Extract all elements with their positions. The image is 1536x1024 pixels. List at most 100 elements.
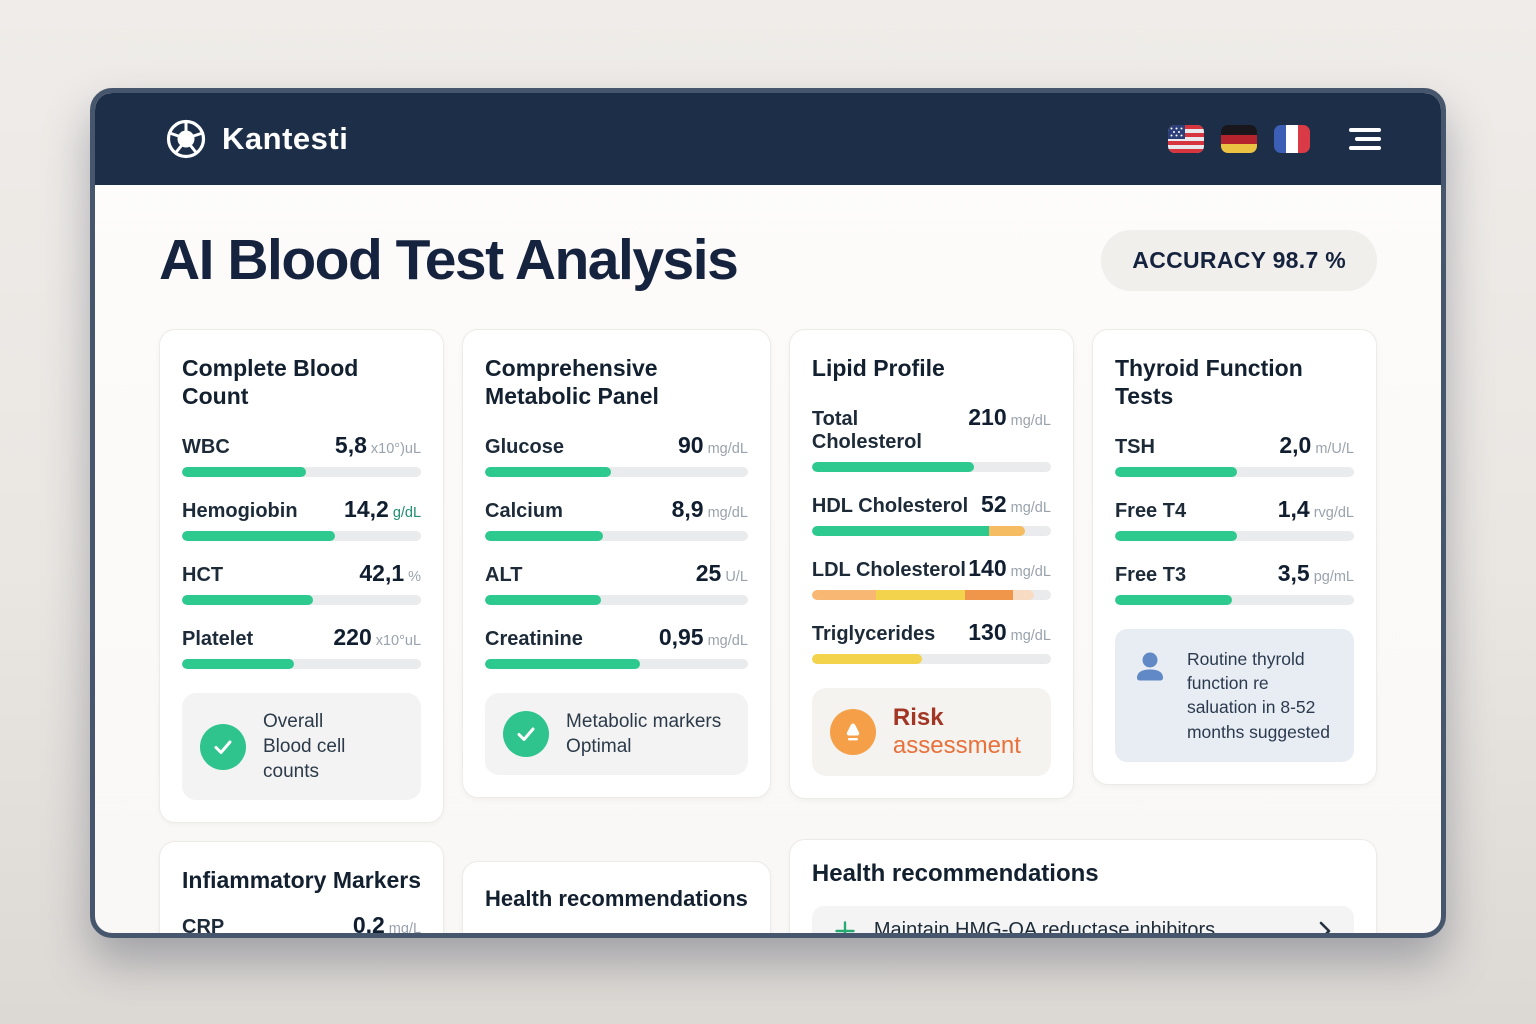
card-title: Health recommendations: [811, 860, 1099, 888]
progress-bar: [485, 467, 748, 478]
metric-unit: mg/dL: [707, 633, 748, 650]
progress-bar: [1114, 595, 1354, 606]
card-title: Complete Blood Count: [182, 355, 359, 410]
metric-label: Hemogiobin: [182, 500, 298, 523]
metric-value: 5,8 x10°)uL: [334, 432, 422, 459]
metric-label: Glucose: [485, 436, 564, 459]
metric-unit: x10°)uL: [370, 441, 422, 458]
metric-ldl-cholesterol: LDL Cholesterol 140 mg/dL: [811, 555, 1051, 601]
progress-bar: [182, 531, 422, 542]
metric-unit: g/dL: [392, 505, 422, 522]
metric-value: 25 U/L: [695, 560, 748, 587]
risk-assessment-label: Risk assessment: [892, 704, 1021, 760]
content-area: AI Blood Test Analysis ACCURACY 98.7 % C…: [95, 227, 1441, 938]
page-title: AI Blood Test Analysis: [159, 228, 739, 292]
alert-icon: [829, 709, 876, 756]
card-title: Lipid Profile: [811, 355, 945, 381]
progress-bar: [182, 659, 422, 670]
metric-value: 130 mg/dL: [968, 619, 1051, 646]
metric-label: CRP: [182, 916, 225, 938]
status-text: Overall Blood cell counts: [263, 711, 346, 783]
person-icon: [1131, 647, 1173, 689]
metric-value: 140 mg/dL: [968, 555, 1051, 582]
progress-bar: [485, 531, 748, 542]
metric-alt: ALT 25 U/L: [485, 560, 748, 606]
check-icon: [503, 711, 550, 758]
titlebar-actions: [1168, 125, 1381, 153]
card-health-recommendations-small: Health recommendations 0 1 2: [462, 861, 771, 933]
metric-free-t4: Free T4 1,4 rvg/dL: [1114, 496, 1354, 542]
metric-label: Free T4: [1114, 500, 1187, 523]
us-flag-icon[interactable]: [1168, 125, 1204, 153]
metric-label: WBC: [182, 436, 230, 459]
recommendation-label: Maintain HMG-OA reductase inhibitors: [873, 919, 1216, 938]
card-inflammatory-markers: Infiammatory Markers CRP 0,2 mg/L: [159, 841, 445, 938]
metric-value: 3,5 pg/mL: [1277, 560, 1354, 587]
brand: Kantesti: [165, 118, 348, 160]
progress-bar: [182, 595, 422, 606]
metric-free-t3: Free T3 3,5 pg/mL: [1114, 560, 1354, 606]
card-metabolic-panel: Comprehensive Metabolic Panel Glucose 90…: [462, 329, 771, 799]
metric-value: 42,1%: [359, 560, 422, 587]
progress-bar: [1114, 467, 1354, 478]
metric-label: TSH: [1114, 436, 1155, 459]
metric-value: 0,95 mg/dL: [658, 624, 748, 651]
metric-label: Triglycerides: [811, 623, 936, 646]
progress-bar: [811, 590, 1051, 601]
metric-platelet: Platelet 220 x10°uL: [182, 624, 422, 670]
metric-label: Total Cholesterol: [811, 408, 922, 454]
check-icon: [200, 723, 246, 770]
metric-value: 220 x10°uL: [333, 624, 422, 651]
metric-unit: mg/dL: [707, 505, 748, 522]
metric-unit: mg/dL: [1010, 628, 1051, 645]
metric-label: ALT: [485, 564, 523, 587]
card-title: Infiammatory Markers: [182, 867, 422, 894]
metric-wbc: WBC 5,8 x10°)uL: [182, 432, 422, 478]
accuracy-badge: ACCURACY 98.7 %: [1101, 229, 1377, 291]
card-title: Comprehensive Metabolic Panel: [485, 355, 659, 410]
metric-unit: mg/L: [388, 921, 422, 938]
brand-logo-icon: [165, 118, 207, 160]
metric-hdl-cholesterol: HDL Cholesterol 52 mg/dL: [811, 491, 1051, 537]
metric-unit: m/U/L: [1315, 441, 1354, 458]
metric-value: 210 mg/dL: [968, 404, 1051, 431]
metric-total-cholesterol: Total Cholesterol 210 mg/dL: [811, 404, 1051, 473]
metric-unit: U/L: [725, 569, 748, 586]
metric-unit: mg/dL: [1010, 500, 1051, 517]
metric-hct: HCT 42,1%: [182, 560, 422, 606]
metric-label: HCT: [182, 564, 224, 587]
progress-bar: [1114, 531, 1354, 542]
thyroid-note: Routine thyrold function re saluation in…: [1114, 629, 1354, 762]
thyroid-note-text: Routine thyrold function re saluation in…: [1186, 649, 1330, 742]
status-metabolic-markers: Metabolic markers Optimal: [485, 693, 748, 776]
card-title: Thyroid Function Tests: [1114, 355, 1303, 410]
metric-unit: mg/dL: [1010, 564, 1051, 581]
card-lipid-profile: Lipid Profile Total Cholesterol 210 mg/dL…: [788, 329, 1074, 800]
card-complete-blood-count: Complete Blood Count WBC 5,8 x10°)uL Hemo…: [159, 329, 445, 824]
progress-bar: [811, 526, 1051, 537]
app-window: Kantesti: [90, 88, 1446, 938]
metric-value: 14,2 g/dL: [344, 496, 422, 523]
metric-unit: mg/dL: [1010, 413, 1051, 430]
progress-bar: [485, 595, 748, 606]
progress-bar: [485, 659, 748, 670]
recommendation-item[interactable]: Maintain HMG-OA reductase inhibitors: [811, 906, 1354, 938]
page-head: AI Blood Test Analysis ACCURACY 98.7 %: [159, 227, 1377, 293]
metric-calcium: Calcium 8,9 mg/dL: [485, 496, 748, 542]
de-flag-icon[interactable]: [1221, 125, 1257, 153]
chevron-right-icon[interactable]: [1318, 920, 1332, 933]
progress-bar: [811, 654, 1051, 665]
status-text: Metabolic markers Optimal: [566, 711, 722, 758]
metric-unit: %: [408, 569, 422, 586]
card-thyroid-function: Thyroid Function Tests TSH 2,0 m/U/L Free…: [1091, 329, 1377, 785]
metric-value: 8,9 mg/dL: [671, 496, 748, 523]
menu-icon[interactable]: [1349, 128, 1381, 150]
metric-tsh: TSH 2,0 m/U/L: [1114, 432, 1354, 478]
cards-grid: Complete Blood Count WBC 5,8 x10°)uL Hemo…: [159, 329, 1377, 938]
card-title: Health recommendations: [485, 886, 748, 912]
metric-label: Platelet: [182, 628, 254, 651]
metric-hemoglobin: Hemogiobin 14,2 g/dL: [182, 496, 422, 542]
plus-icon: [834, 920, 856, 933]
fr-flag-icon[interactable]: [1274, 125, 1310, 153]
metric-value: 1,4 rvg/dL: [1277, 496, 1354, 523]
